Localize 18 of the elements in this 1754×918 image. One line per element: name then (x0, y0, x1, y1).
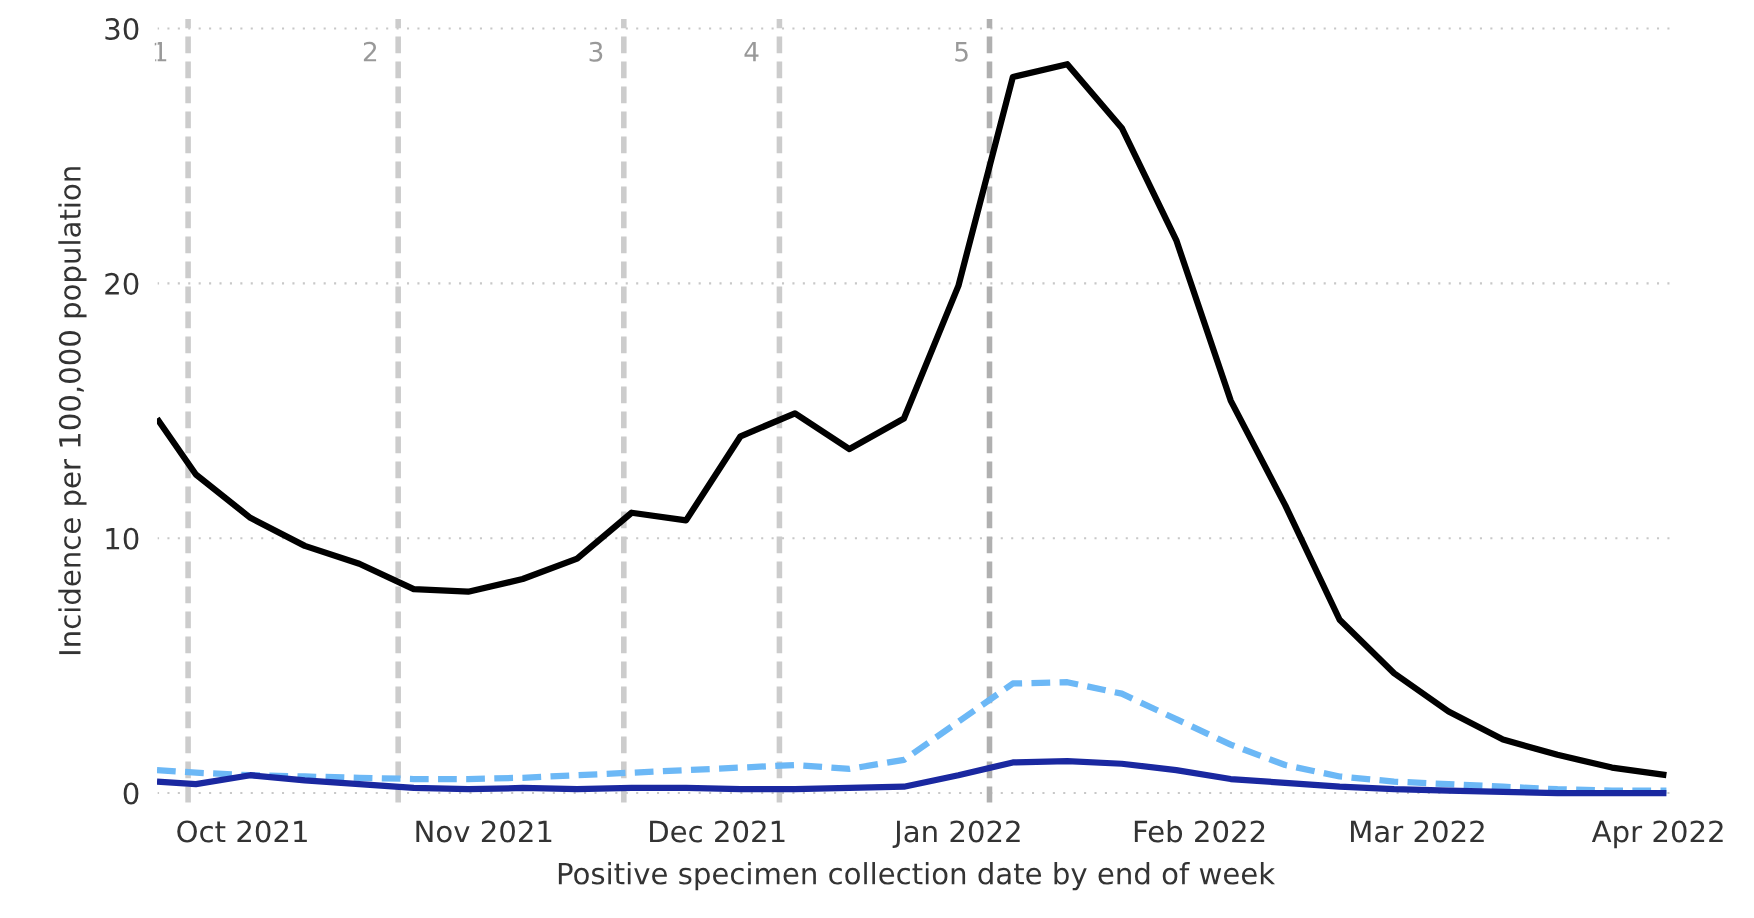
y-tick-label: 30 (105, 17, 139, 41)
ref-line-label: 2 (363, 41, 377, 62)
x-tick-label: Apr 2022 (1591, 820, 1723, 849)
ref-line-label: 1 (154, 42, 167, 62)
y-axis-title: Incidence per 100,000 population (58, 167, 87, 655)
y-tick-label: 20 (105, 272, 139, 295)
ref-line-label: 5 (955, 42, 968, 62)
ref-line-label: 4 (744, 42, 759, 62)
ref-line-label: 3 (589, 41, 603, 62)
x-axis-title: Positive specimen collection date by end of week (558, 862, 1276, 891)
x-tick-label: Jan 2022 (892, 820, 1020, 848)
x-tick-label: Feb 2022 (1134, 819, 1265, 843)
x-tick-label: Dec 2021 (650, 820, 785, 843)
y-tick-label: 0 (123, 782, 139, 805)
x-tick-label: Mar 2022 (1351, 820, 1484, 843)
y-tick-label: 10 (106, 527, 139, 550)
x-tick-label: Oct 2021 (177, 820, 307, 843)
x-tick-label: Nov 2021 (416, 820, 552, 843)
